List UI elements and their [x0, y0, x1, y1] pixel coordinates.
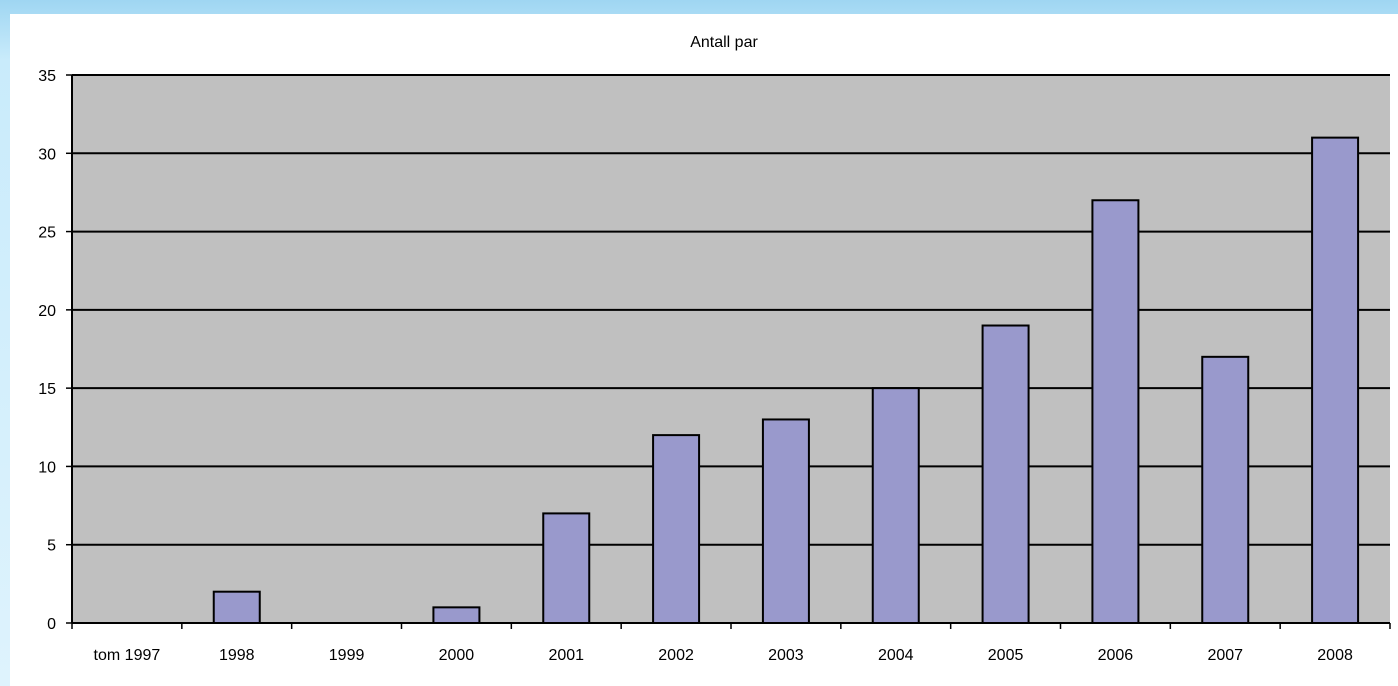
y-tick-labels: 0 5 10 15 20 25 30 35	[38, 68, 56, 633]
x-tick-label: 1998	[219, 647, 255, 664]
x-tick-label: 2006	[1098, 647, 1134, 664]
x-tick-label: 2001	[548, 647, 584, 664]
bar-2007	[1201, 355, 1250, 624]
y-tick-label: 0	[47, 616, 56, 633]
y-tick-label: 15	[38, 381, 56, 398]
y-tick-label: 10	[38, 459, 56, 476]
bar-chart: Antall par 0 5 10 15 20 25 30 35 tom 1997 1998 19…	[38, 34, 1391, 664]
plot-area	[72, 75, 1390, 623]
x-tick-label: 2007	[1207, 647, 1243, 664]
y-tick-label: 35	[38, 68, 56, 85]
y-tick-label: 25	[38, 225, 56, 242]
bar-2008	[1311, 136, 1360, 624]
chart-title: Antall par	[690, 34, 758, 51]
gridlines	[72, 74, 1390, 546]
bar-2002	[652, 434, 701, 624]
bar-2003	[761, 418, 810, 625]
x-tick-label: 2005	[988, 647, 1024, 664]
bar-2005	[981, 324, 1030, 624]
bar-1998	[212, 590, 261, 625]
axes	[66, 74, 1391, 629]
bar-2006	[1091, 199, 1140, 624]
bar-2001	[542, 512, 591, 624]
y-tick-label: 20	[38, 303, 56, 320]
plot-background	[72, 75, 1390, 623]
y-tick-label: 30	[38, 146, 56, 163]
x-tick-label: 2008	[1317, 647, 1353, 664]
y-tick-label: 5	[47, 538, 56, 555]
x-tick-label: 2003	[768, 647, 804, 664]
bar-2004	[871, 387, 920, 624]
bar-2000	[432, 606, 481, 624]
chart-frame: Antall par 0 5 10 15 20 25 30 35 tom 1997 1998 19…	[10, 14, 1398, 686]
x-tick-label: 2004	[878, 647, 914, 664]
x-tick-label: 1999	[329, 647, 365, 664]
x-tick-label: 2000	[439, 647, 475, 664]
x-tick-label: tom 1997	[94, 647, 161, 664]
x-tick-label: 2002	[658, 647, 694, 664]
x-tick-labels: tom 1997 1998 1999 2000 2001 2002 2003 2004 2005…	[94, 647, 1353, 664]
